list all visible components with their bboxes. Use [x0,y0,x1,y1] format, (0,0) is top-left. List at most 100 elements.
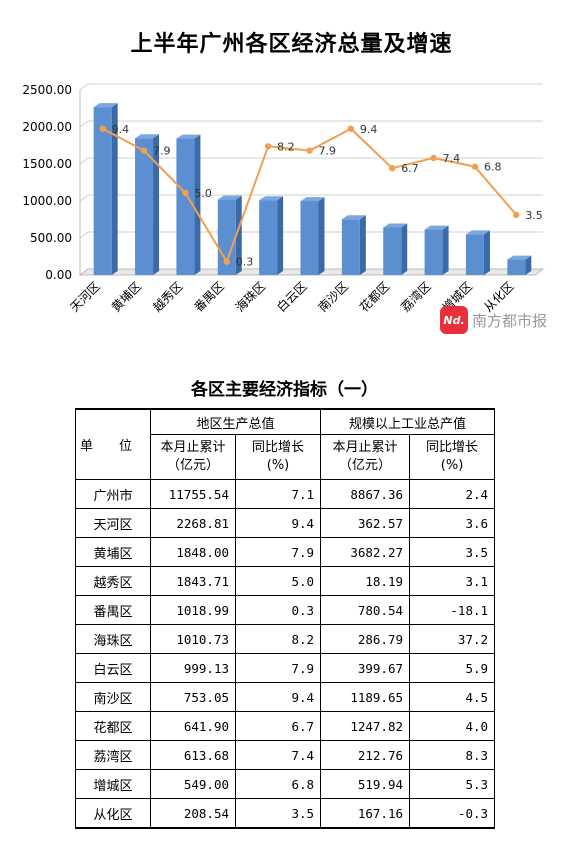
table-row: 白云区 999.13 7.9 399.67 5.9 [75,653,496,683]
bar [424,229,443,275]
bar-side [359,215,366,275]
value-cell: 362.57 [320,508,411,538]
bar-side [318,197,325,275]
growth-data-label: 7.9 [319,145,337,158]
bar-side [442,225,449,275]
bar [383,227,402,275]
bar-side [401,223,408,275]
value-cell: 3.5 [409,537,496,567]
growth-data-label: 7.4 [443,152,461,165]
gridline [79,194,543,202]
value-cell: 753.05 [150,682,236,712]
table-row: 增城区 549.00 6.8 519.94 5.3 [75,769,496,799]
district-name-cell: 番禺区 [75,595,151,625]
table-row: 广州市 11755.54 7.1 8867.36 2.4 [75,479,496,509]
value-cell: 212.76 [320,740,411,770]
bar [341,219,360,275]
value-cell: 1018.99 [150,595,236,625]
value-cell: 5.9 [409,653,496,683]
watermark-text: 南方都市报 [472,311,548,330]
value-cell: 1189.65 [320,682,411,712]
sub-header-0: 本月止累计 （亿元） [150,434,236,480]
growth-point [99,125,106,132]
district-name-cell: 花都区 [75,711,151,741]
bar-top [300,197,325,202]
table-row: 从化区 208.54 3.5 167.16 -0.3 [75,798,496,829]
value-cell: 8867.36 [320,479,411,509]
y-tick-label: 2500.00 [22,83,72,97]
growth-data-label: 9.4 [112,123,130,136]
bar [259,200,278,275]
value-cell: 641.90 [150,711,236,741]
bar-top [383,223,408,228]
value-cell: -18.1 [409,595,496,625]
district-name-cell: 越秀区 [75,566,151,596]
bar-top [93,103,118,108]
y-tick-label: 1000.00 [22,194,72,208]
value-cell: 6.7 [234,711,322,741]
bar-top [424,225,449,230]
bar-top [135,134,160,139]
value-cell: 7.9 [234,653,322,683]
bar-top [341,215,366,220]
value-cell: 399.67 [320,653,411,683]
bar [217,199,236,275]
growth-point [430,154,437,162]
bar-side [525,255,532,275]
value-cell: 4.0 [409,711,496,741]
y-tick-label: 2000.00 [22,120,72,134]
growth-point [513,211,520,219]
bar-top [507,255,532,260]
table-row: 荔湾区 613.68 7.4 212.76 8.3 [75,740,496,770]
bar [93,107,112,275]
value-cell: 167.16 [320,798,411,829]
bar [135,138,154,275]
x-tick-label: 番禺区 [192,279,227,314]
growth-data-label: 6.8 [484,161,502,174]
value-cell: 9.4 [234,508,322,538]
growth-point [182,189,189,197]
growth-point [306,147,313,154]
table-row: 南沙区 753.05 9.4 1189.65 4.5 [75,682,496,712]
value-cell: 0.3 [234,595,322,625]
x-tick-label: 天河区 [67,279,102,314]
gridline [79,157,543,165]
growth-point [471,163,479,170]
industrial-output-group-header: 规模以上工业总产值 [320,408,496,435]
bar-side [153,134,160,275]
economic-indicators-table-section: 各区主要经济指标（一） 单 位 地区生产总值 规模以上工业总产值 本月止累计 （… [75,372,496,829]
sub-header-2: 本月止累计 （亿元） [320,434,411,480]
growth-data-label: 0.3 [236,256,254,269]
gridline [79,120,543,128]
district-name-cell: 南沙区 [75,682,151,712]
unit-header: 单 位 [75,408,151,480]
bar-side [111,103,118,275]
bar-top [259,196,284,201]
growth-point [389,164,396,172]
district-name-cell: 荔湾区 [75,740,151,770]
value-cell: 11755.54 [150,479,236,509]
value-cell: 3.6 [409,508,496,538]
y-tick-label: 500.00 [30,231,72,245]
value-cell: 780.54 [320,595,411,625]
chart-title: 上半年广州各区经济总量及增速 [130,32,453,57]
bar [300,201,319,275]
growth-data-label: 7.9 [153,145,171,158]
x-tick-label: 越秀区 [150,279,185,314]
x-tick-label: 南沙区 [315,279,351,315]
bar [507,259,526,275]
bar [465,234,484,275]
x-tick-label: 花都区 [356,279,392,315]
sub-header-1: 同比增长(%) [234,434,322,480]
value-cell: 3682.27 [320,537,411,567]
value-cell: 1010.73 [150,624,236,654]
district-name-cell: 增城区 [75,769,151,799]
growth-point [264,143,272,150]
growth-data-label: 6.7 [401,162,419,175]
bar [176,138,195,275]
value-cell: 2268.81 [150,508,236,538]
growth-data-label: 9.4 [360,123,378,136]
value-cell: 18.19 [320,566,411,596]
table-row: 越秀区 1843.71 5.0 18.19 3.1 [75,566,496,596]
gridline [79,83,543,91]
